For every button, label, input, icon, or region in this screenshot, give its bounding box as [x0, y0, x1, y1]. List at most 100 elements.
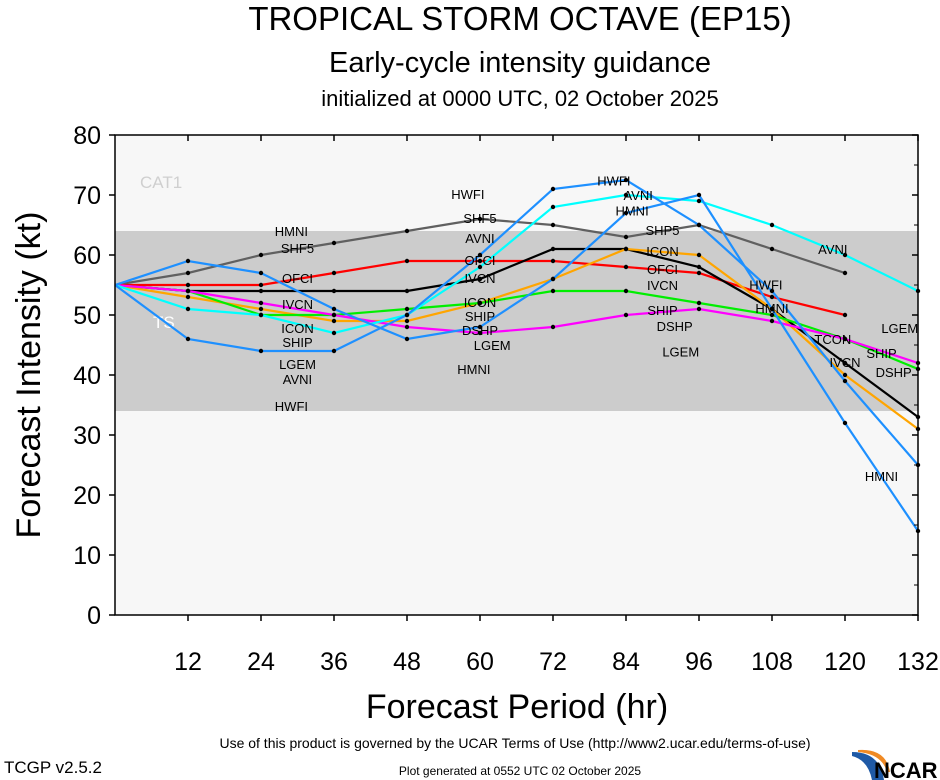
x-tick-label: 24: [247, 648, 275, 676]
data-point-hwfi: [769, 288, 775, 294]
series-line-hmni: [114, 193, 919, 532]
series-label-lgem: LGEM: [662, 345, 699, 360]
series-label-tcon: TCON: [814, 332, 851, 347]
data-point-shf5: [550, 222, 556, 228]
y-tick-label: 70: [73, 182, 101, 210]
data-point-hwfi: [331, 348, 337, 354]
x-tick-label: 12: [174, 648, 202, 676]
data-point-hwfi: [185, 336, 191, 342]
series-label-hwfi: HWFI: [597, 174, 630, 189]
chart-title: TROPICAL STORM OCTAVE (EP15): [248, 0, 791, 37]
data-point-shf5: [185, 270, 191, 276]
data-point-shf5: [404, 228, 410, 234]
data-point-hmni: [696, 192, 702, 198]
series-label-avni: AVNI: [818, 242, 847, 257]
data-point-hmni: [842, 420, 848, 426]
data-point-hwfi: [404, 312, 410, 318]
data-point-ivcn: [331, 288, 337, 294]
series-label-hmni: HMNI: [755, 301, 788, 316]
series-label-ofci: OFCI: [647, 262, 678, 277]
data-point-ofci: [696, 270, 702, 276]
chart-subtitle: Early-cycle intensity guidance: [329, 47, 711, 79]
data-point-ofci: [550, 258, 556, 264]
data-point-hmni: [477, 324, 483, 330]
data-point-avni: [331, 330, 337, 336]
y-tick-label: 30: [73, 422, 101, 450]
data-point-avni: [550, 204, 556, 210]
data-point-avni: [185, 306, 191, 312]
data-point-lgem: [331, 312, 337, 318]
data-point-avni: [696, 198, 702, 204]
x-tick-label: 36: [320, 648, 348, 676]
series-label-hmni: HMNI: [865, 469, 898, 484]
data-point-icon: [842, 372, 848, 378]
series-label-dshp: DSHP: [657, 319, 693, 334]
data-point-hmni: [623, 210, 629, 216]
data-point-ivcn: [696, 264, 702, 270]
data-point-icon: [623, 246, 629, 252]
series-label-avni: AVNI: [623, 188, 652, 203]
series-label-icon: ICON: [464, 295, 497, 310]
data-point-hmni: [550, 276, 556, 282]
data-point-ofci: [404, 258, 410, 264]
data-point-avni: [258, 312, 264, 318]
series-label-icon: ICON: [646, 244, 679, 259]
data-point-ofci: [331, 270, 337, 276]
y-tick-label: 0: [87, 602, 101, 630]
x-tick-label: 60: [466, 648, 494, 676]
data-point-hwfi: [842, 378, 848, 384]
data-point-ofci: [477, 258, 483, 264]
data-point-shf5: [769, 246, 775, 252]
data-point-avni: [842, 252, 848, 258]
x-tick-label: 48: [393, 648, 421, 676]
data-point-hwfi: [623, 177, 629, 183]
series-label-shf5: SHF5: [463, 211, 496, 226]
data-point-ivcn: [404, 288, 410, 294]
data-point-lgem: [404, 324, 410, 330]
data-point-avni: [623, 192, 629, 198]
x-axis-label: Forecast Period (hr): [366, 688, 668, 726]
data-point-ofci: [842, 312, 848, 318]
series-label-dshp: DSHP: [876, 365, 912, 380]
data-point-avni: [477, 264, 483, 270]
data-point-ofci: [258, 282, 264, 288]
data-point-lgem: [185, 288, 191, 294]
data-point-shf5: [331, 240, 337, 246]
data-point-ship: [623, 288, 629, 294]
series-label-ivcn: IVCN: [647, 278, 678, 293]
series-label-ofci: OFCI: [282, 271, 313, 286]
data-point-ship: [404, 306, 410, 312]
series-label-avni: AVNI: [465, 231, 494, 246]
x-tick-label: 108: [751, 648, 793, 676]
terms-of-use-text[interactable]: Use of this product is governed by the U…: [219, 735, 810, 751]
data-point-hmni: [331, 306, 337, 312]
x-tick-label: 132: [897, 648, 939, 676]
series-label-ship: SHIP: [647, 303, 677, 318]
series-label-lgem: LGEM: [279, 357, 316, 372]
y-tick-label: 20: [73, 482, 101, 510]
series-label-ship: SHIP: [465, 309, 495, 324]
data-point-ofci: [769, 294, 775, 300]
x-tick-label: 96: [685, 648, 713, 676]
data-point-hmni: [258, 270, 264, 276]
series-label-ivcn: IVCN: [282, 297, 313, 312]
y-tick-label: 40: [73, 362, 101, 390]
data-point-ship: [696, 300, 702, 306]
ncar-logo-swoosh-accent: [858, 749, 890, 772]
data-point-icon: [696, 252, 702, 258]
data-point-ivcn: [842, 360, 848, 366]
data-point-lgem: [696, 306, 702, 312]
data-point-shf5: [258, 252, 264, 258]
ncar-logo-text: NCAR: [874, 758, 938, 780]
series-label-hwfi: HWFI: [275, 399, 308, 414]
x-tick-label: 84: [612, 648, 640, 676]
series-label-ivcn: IVCN: [464, 271, 495, 286]
series-line-hwfi: [114, 178, 919, 466]
data-point-ivcn: [258, 288, 264, 294]
y-tick-label: 50: [73, 302, 101, 330]
data-point-lgem: [258, 300, 264, 306]
data-point-hwfi: [258, 348, 264, 354]
y-axis-label: Forecast Intensity (kt): [10, 212, 48, 539]
